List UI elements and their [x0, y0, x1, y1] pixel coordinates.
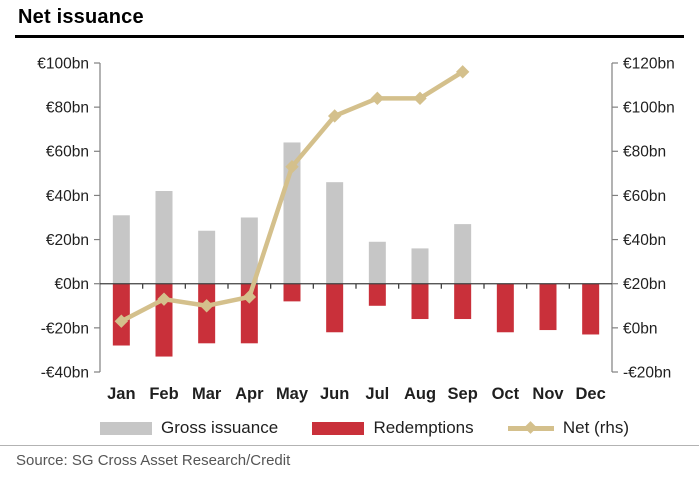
gross-bar-apr [240, 217, 258, 284]
left-axis-label: -€40bn [41, 364, 89, 381]
redemption-bar-jun [326, 283, 344, 333]
redemption-bar-aug [411, 283, 429, 320]
net-diamond-marker-icon [285, 160, 299, 174]
gross-bar-sep [454, 224, 472, 284]
net-diamond-marker-icon [413, 91, 427, 106]
redemption-bar-mar [198, 283, 216, 344]
x-axis-label-jan: Jan [107, 385, 135, 403]
net-diamond-marker-icon [327, 109, 342, 123]
x-axis-label-sep: Sep [448, 385, 478, 403]
redemption-bar-sep [454, 283, 472, 320]
x-axis-label-mar: Mar [192, 385, 222, 403]
net-diamond-marker-icon [157, 292, 171, 306]
right-axis-label: -€20bn [623, 364, 671, 381]
x-axis-label-apr: Apr [235, 385, 264, 403]
x-axis-label-jun: Jun [320, 385, 349, 403]
redemptions-swatch [312, 421, 365, 435]
gross-bar-jun [326, 182, 344, 284]
x-axis-label-feb: Feb [149, 385, 178, 403]
gross-issuance-bars [112, 142, 472, 284]
x-axis-label-aug: Aug [404, 385, 436, 403]
net-diamond-marker-icon [114, 314, 129, 328]
x-axis-label-jul: Jul [365, 385, 389, 403]
redemption-bar-oct [496, 283, 514, 333]
legend: Gross issuance Redemptions Net (rhs) [100, 414, 629, 442]
x-axis-label-dec: Dec [576, 385, 606, 403]
legend-item-net: Net (rhs) [507, 418, 629, 438]
right-axis-label: €80bn [623, 144, 666, 161]
net-diamond-markers [114, 65, 470, 328]
net-diamond-marker-icon [524, 421, 537, 434]
redemption-bar-may [283, 283, 301, 302]
legend-item-gross-issuance: Gross issuance [100, 418, 278, 438]
x-axis-label-may: May [276, 385, 309, 403]
gross-bar-jul [368, 241, 386, 284]
gross-bar-feb [155, 191, 173, 284]
net-diamond-marker-icon [455, 65, 470, 79]
left-axis-label: €60bn [46, 144, 89, 161]
axis-tick-labels: €100bn €80bn €60bn €40bn €20bn €0bn -€20bn -€40… [37, 55, 674, 381]
value-axes [94, 62, 618, 373]
source-divider [0, 445, 699, 446]
legend-item-redemptions: Redemptions [312, 418, 474, 438]
left-axis-label: €100bn [37, 55, 89, 72]
right-axis-label: €20bn [623, 276, 666, 293]
left-axis-label: €0bn [55, 276, 89, 293]
source-note: Source: SG Cross Asset Research/Credit [16, 452, 291, 469]
left-axis-label: -€20bn [41, 320, 89, 337]
gross-bar-mar [198, 230, 216, 284]
net-diamond-marker-icon [199, 299, 214, 313]
right-axis-label: €40bn [623, 232, 666, 249]
right-axis-label: €120bn [623, 55, 675, 72]
redemption-bar-jul [368, 283, 386, 306]
right-axis-label: €100bn [623, 100, 675, 117]
page-title: Net issuance [18, 6, 144, 28]
net-issuance-chart: €100bn €80bn €60bn €40bn €20bn €0bn -€20bn -€40… [37, 55, 674, 403]
right-axis-label: €0bn [623, 320, 657, 337]
redemption-bar-nov [539, 283, 557, 331]
left-axis-label: €20bn [46, 232, 89, 249]
x-axis-labels: Jan Feb Mar Apr May Jun Jul Aug Sep Oct Nov Dec [107, 385, 606, 403]
net-line-swatch [507, 421, 554, 435]
zero-axis [100, 283, 612, 289]
x-axis-label-nov: Nov [532, 385, 564, 403]
x-axis-label-oct: Oct [492, 385, 520, 403]
legend-label-gross-issuance: Gross issuance [161, 418, 279, 437]
left-axis-label: €40bn [46, 188, 89, 205]
left-axis-label: €80bn [46, 100, 89, 117]
legend-label-net: Net (rhs) [562, 418, 629, 437]
title-divider [15, 35, 684, 38]
gross-bar-aug [411, 248, 429, 284]
redemptions-bars [112, 283, 600, 357]
redemption-bar-dec [582, 283, 600, 335]
net-diamond-marker-icon [370, 91, 385, 106]
gross-issuance-swatch [100, 421, 152, 435]
legend-label-redemptions: Redemptions [373, 418, 474, 437]
gross-bar-jan [112, 215, 130, 284]
net-diamond-marker-icon [242, 290, 257, 304]
right-axis-label: €60bn [623, 188, 666, 205]
